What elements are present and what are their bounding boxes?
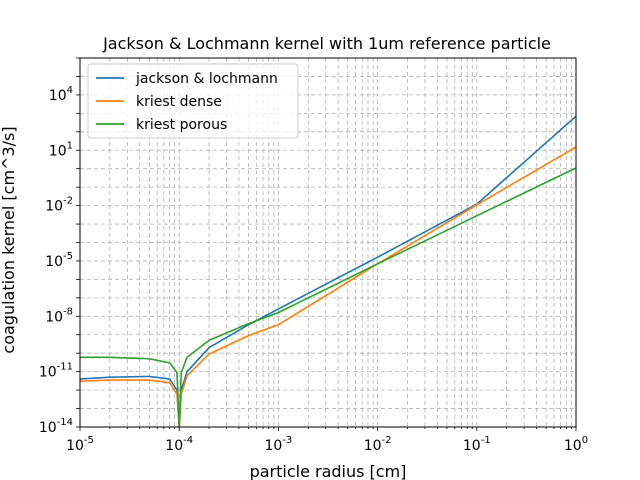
y-tick-label: 10-5: [45, 251, 73, 270]
y-tick-label: 10-2: [45, 196, 73, 215]
legend-label-1: kriest dense: [136, 94, 222, 110]
legend-box: [87, 63, 299, 139]
series-line-1: [79, 146, 577, 428]
legend-label-2: kriest porous: [136, 117, 227, 133]
series-line-2: [80, 167, 577, 428]
y-tick-label: 10-8: [45, 306, 73, 325]
series-lines: [79, 115, 577, 428]
x-tick-label: 10-3: [264, 435, 292, 454]
x-tick-label: 10-1: [463, 435, 491, 454]
axes: [76, 57, 577, 431]
legend-label-0: jackson & lochmann: [135, 71, 278, 87]
tick-labels: 10-5 10-4 10-3 10-2 10-1 100 10-14 10-11 10-8 10-…: [39, 85, 588, 454]
chart-title: Jackson & Lochmann kernel with 1um refer…: [102, 34, 551, 53]
grid: [79, 57, 577, 428]
x-tick-label: 10-2: [364, 435, 392, 454]
series-line-0: [79, 115, 577, 428]
y-tick-label: 10-14: [39, 417, 73, 436]
y-axis-label: coagulation kernel [cm^3/s]: [0, 126, 18, 353]
x-axis-label: particle radius [cm]: [250, 462, 407, 480]
x-tick-label: 100: [564, 435, 588, 454]
legend: jackson & lochmann kriest dense kriest por…: [87, 63, 299, 139]
x-tick-label: 10-4: [165, 435, 193, 454]
x-tick-label: 10-5: [66, 435, 94, 454]
y-tick-label: 101: [49, 140, 73, 159]
y-tick-label: 104: [49, 85, 73, 104]
y-tick-label: 10-11: [39, 362, 73, 381]
